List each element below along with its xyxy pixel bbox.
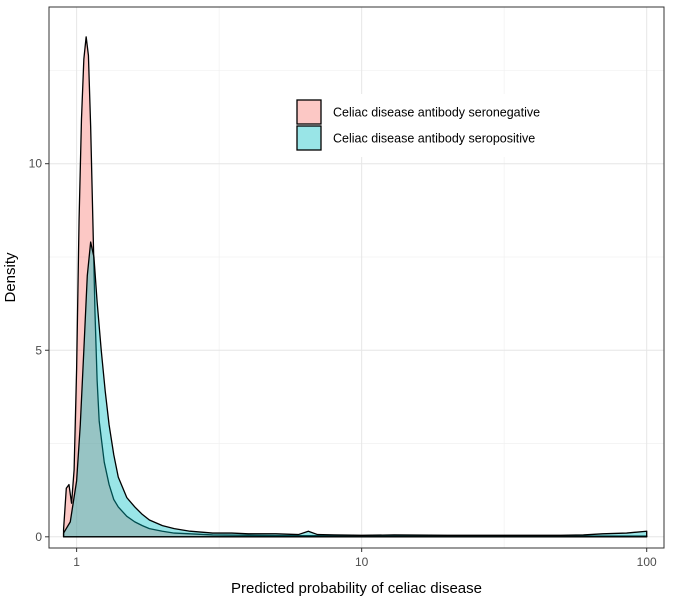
legend-background (289, 94, 563, 157)
y-tick-label: 5 (35, 343, 42, 357)
y-tick-label: 10 (29, 157, 43, 171)
axis-ticks: 1 10 100 0 5 10 (29, 157, 657, 569)
x-tick-label: 10 (355, 555, 369, 569)
density-area-series-1 (62, 36, 648, 538)
density-areas (62, 36, 648, 538)
legend-label-series-2: Celiac disease antibody seropositive (333, 132, 535, 146)
legend: Celiac disease antibody seronegative Celi… (289, 94, 563, 157)
y-tick-label: 0 (35, 530, 42, 544)
density-area-series-2 (62, 241, 648, 538)
grid-lines (49, 7, 664, 548)
x-axis-title: Predicted probability of celiac disease (231, 580, 482, 597)
plot-panel-border (48, 6, 665, 549)
x-tick-label: 1 (73, 555, 80, 569)
legend-key-series-2 (296, 125, 322, 151)
legend-label-series-1: Celiac disease antibody seronegative (333, 106, 540, 120)
x-tick-label: 100 (637, 555, 657, 569)
legend-key-series-1 (296, 99, 322, 125)
y-axis-title: Density (2, 252, 19, 303)
